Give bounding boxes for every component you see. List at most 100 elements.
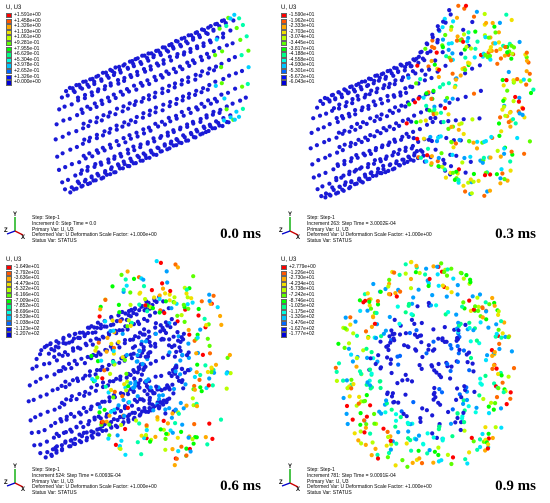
legend-swatch — [281, 29, 287, 36]
particle — [181, 386, 186, 391]
particle — [497, 341, 502, 346]
particle — [406, 75, 411, 80]
particle — [321, 125, 326, 130]
particle — [117, 64, 122, 69]
particle — [461, 300, 466, 305]
legend-swatch — [6, 321, 12, 327]
particle — [370, 440, 375, 445]
particle — [342, 128, 347, 133]
legend-value: -2.333e+01 — [289, 23, 315, 30]
particle — [464, 397, 470, 403]
particle — [359, 87, 364, 92]
particle — [167, 146, 172, 151]
particle — [457, 137, 462, 143]
particle — [82, 96, 87, 101]
particle — [433, 115, 438, 121]
particle — [416, 448, 421, 453]
particle — [211, 28, 216, 33]
particle — [378, 97, 383, 102]
particle — [80, 86, 85, 91]
particle — [105, 95, 111, 100]
particle — [474, 146, 480, 151]
particle — [390, 153, 395, 158]
particle — [400, 458, 405, 463]
particle — [506, 374, 511, 379]
particle — [68, 147, 73, 152]
particle — [183, 382, 188, 387]
legend-value: +1.326e+00 — [14, 23, 41, 30]
particle — [442, 325, 447, 330]
particle — [36, 430, 41, 435]
legend-row: -1.476e+02 — [281, 320, 351, 327]
particle — [446, 119, 451, 124]
particle — [355, 155, 360, 160]
particle — [147, 108, 153, 113]
particle — [510, 51, 515, 56]
particle — [64, 417, 69, 422]
particle — [448, 164, 454, 169]
particle — [72, 414, 77, 419]
legend-row: -4.234e+01 — [281, 281, 351, 288]
status-step: Step: Step-1 — [32, 215, 60, 222]
particle — [97, 410, 102, 415]
particle — [47, 361, 52, 366]
legend-row: +0.000e+00 — [6, 80, 76, 86]
particle — [408, 64, 413, 69]
particle — [334, 178, 339, 183]
particle — [484, 309, 489, 314]
particle — [94, 104, 99, 109]
particle — [471, 439, 476, 444]
particle — [323, 191, 329, 196]
particle — [486, 442, 491, 447]
particle — [162, 310, 167, 316]
particle — [362, 430, 367, 435]
particle — [110, 284, 115, 289]
particle — [93, 178, 98, 183]
particle — [468, 177, 473, 182]
particle — [126, 392, 131, 397]
particle — [190, 437, 195, 442]
particle — [346, 346, 351, 351]
particle — [403, 104, 408, 109]
particle — [101, 335, 106, 340]
particle — [200, 131, 205, 136]
particle — [392, 166, 397, 171]
legend-swatch — [281, 281, 287, 288]
particle — [149, 150, 154, 155]
particle — [459, 121, 464, 126]
particle — [64, 397, 69, 402]
particle — [198, 372, 203, 378]
particle — [455, 283, 460, 288]
particle — [210, 112, 215, 117]
legend-row: -9.539e+01 — [6, 315, 76, 321]
particle — [110, 359, 116, 364]
particle — [85, 104, 90, 109]
particle — [173, 407, 178, 412]
particle — [212, 126, 218, 131]
particle — [94, 383, 100, 388]
particle — [511, 366, 517, 371]
particle — [122, 62, 127, 67]
particle — [431, 327, 436, 332]
particle — [357, 298, 362, 303]
particle — [376, 166, 381, 171]
particle — [378, 117, 383, 122]
particle — [152, 295, 157, 300]
particle — [186, 106, 191, 111]
particle — [497, 20, 502, 25]
particle — [106, 160, 111, 165]
legend-swatch — [281, 287, 287, 293]
particle — [368, 116, 373, 121]
svg-text:Z: Z — [4, 480, 8, 486]
particle — [522, 151, 527, 156]
particle — [131, 337, 136, 342]
legend-swatch — [6, 63, 12, 69]
particle — [336, 130, 341, 135]
particle — [117, 310, 122, 315]
particle — [154, 259, 159, 264]
particle — [315, 105, 320, 110]
particle — [378, 289, 383, 294]
particle — [64, 89, 69, 94]
particle — [138, 377, 143, 383]
status-increment: Increment 524: Step Time = 6.0093E-04 — [32, 472, 121, 479]
